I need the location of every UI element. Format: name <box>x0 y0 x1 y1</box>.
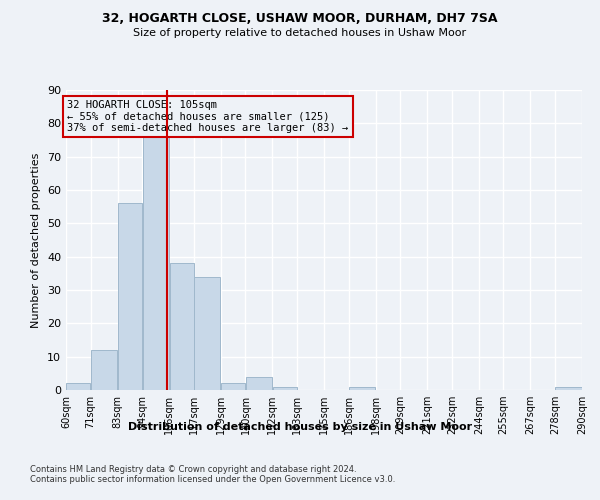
Bar <box>194 276 220 390</box>
Text: Distribution of detached houses by size in Ushaw Moor: Distribution of detached houses by size … <box>128 422 472 432</box>
Bar <box>556 386 581 390</box>
Text: Size of property relative to detached houses in Ushaw Moor: Size of property relative to detached ho… <box>133 28 467 38</box>
Bar <box>221 384 245 390</box>
Y-axis label: Number of detached properties: Number of detached properties <box>31 152 41 328</box>
Text: Contains HM Land Registry data © Crown copyright and database right 2024.: Contains HM Land Registry data © Crown c… <box>30 465 356 474</box>
Text: Contains public sector information licensed under the Open Government Licence v3: Contains public sector information licen… <box>30 475 395 484</box>
Bar <box>170 264 194 390</box>
Bar <box>143 136 169 390</box>
Text: 32, HOGARTH CLOSE, USHAW MOOR, DURHAM, DH7 7SA: 32, HOGARTH CLOSE, USHAW MOOR, DURHAM, D… <box>102 12 498 26</box>
Bar <box>246 376 272 390</box>
Bar <box>67 384 91 390</box>
Bar <box>349 386 375 390</box>
Bar <box>118 204 142 390</box>
Text: 32 HOGARTH CLOSE: 105sqm
← 55% of detached houses are smaller (125)
37% of semi-: 32 HOGARTH CLOSE: 105sqm ← 55% of detach… <box>67 100 349 133</box>
Bar <box>91 350 117 390</box>
Bar <box>273 386 297 390</box>
